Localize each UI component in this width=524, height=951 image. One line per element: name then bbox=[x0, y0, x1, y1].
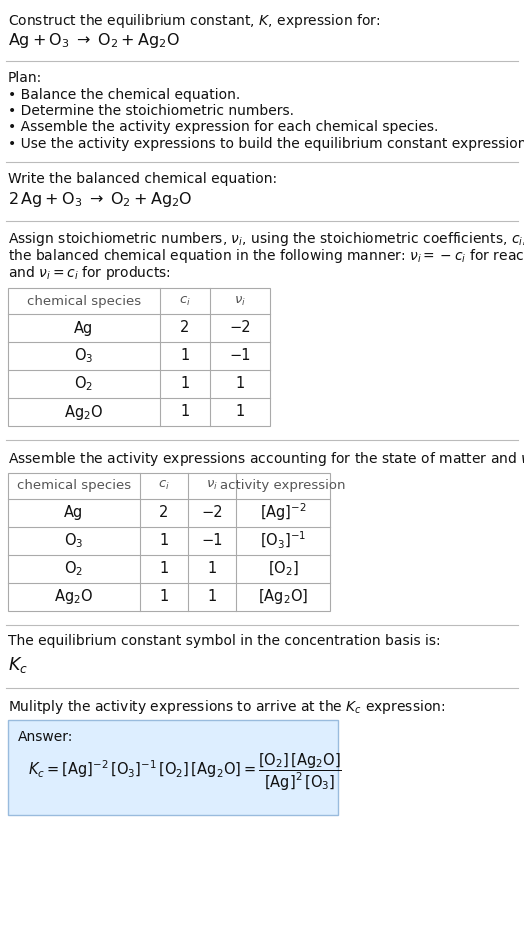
Text: 2: 2 bbox=[159, 505, 169, 520]
Text: $K_c$: $K_c$ bbox=[8, 655, 28, 675]
Bar bbox=[8, 288, 270, 426]
Text: 1: 1 bbox=[159, 589, 169, 604]
Text: 1: 1 bbox=[235, 377, 245, 392]
Text: chemical species: chemical species bbox=[17, 479, 131, 492]
Text: 1: 1 bbox=[180, 377, 190, 392]
Text: Write the balanced chemical equation:: Write the balanced chemical equation: bbox=[8, 171, 277, 185]
Text: O$_2$: O$_2$ bbox=[64, 559, 83, 578]
Text: the balanced chemical equation in the following manner: $\nu_i = -c_i$ for react: the balanced chemical equation in the fo… bbox=[8, 247, 524, 265]
Text: • Determine the stoichiometric numbers.: • Determine the stoichiometric numbers. bbox=[8, 104, 294, 118]
Text: −2: −2 bbox=[229, 320, 251, 336]
Text: [O$_3$]$^{-1}$: [O$_3$]$^{-1}$ bbox=[260, 530, 306, 551]
Text: Answer:: Answer: bbox=[18, 730, 73, 744]
Text: $c_i$: $c_i$ bbox=[158, 479, 170, 492]
Text: activity expression: activity expression bbox=[220, 479, 346, 492]
Text: • Balance the chemical equation.: • Balance the chemical equation. bbox=[8, 87, 240, 102]
Text: Assemble the activity expressions accounting for the state of matter and $\nu_i$: Assemble the activity expressions accoun… bbox=[8, 450, 524, 468]
Text: • Assemble the activity expression for each chemical species.: • Assemble the activity expression for e… bbox=[8, 121, 439, 134]
Text: $\nu_i$: $\nu_i$ bbox=[234, 295, 246, 307]
Text: [Ag]$^{-2}$: [Ag]$^{-2}$ bbox=[259, 501, 307, 523]
Text: 1: 1 bbox=[208, 589, 216, 604]
Text: and $\nu_i = c_i$ for products:: and $\nu_i = c_i$ for products: bbox=[8, 263, 171, 281]
Text: 1: 1 bbox=[235, 404, 245, 419]
Bar bbox=[8, 720, 338, 815]
Text: 1: 1 bbox=[180, 404, 190, 419]
Text: Mulitply the activity expressions to arrive at the $K_c$ expression:: Mulitply the activity expressions to arr… bbox=[8, 697, 445, 715]
Text: [Ag$_2$O]: [Ag$_2$O] bbox=[258, 587, 308, 606]
Text: O$_3$: O$_3$ bbox=[74, 347, 94, 365]
Text: Ag$_2$O: Ag$_2$O bbox=[54, 587, 94, 606]
Text: −1: −1 bbox=[230, 348, 251, 363]
Text: [O$_2$]: [O$_2$] bbox=[268, 559, 299, 577]
Text: $\mathrm{Ag} + \mathrm{O_3} \;\rightarrow\; \mathrm{O_2} + \mathrm{Ag_2O}$: $\mathrm{Ag} + \mathrm{O_3} \;\rightarro… bbox=[8, 30, 180, 49]
Text: O$_3$: O$_3$ bbox=[64, 532, 84, 550]
Text: O$_2$: O$_2$ bbox=[74, 375, 93, 394]
Text: 1: 1 bbox=[159, 533, 169, 548]
Text: $\nu_i$: $\nu_i$ bbox=[206, 479, 218, 492]
Text: Ag: Ag bbox=[74, 320, 94, 336]
Text: $c_i$: $c_i$ bbox=[179, 295, 191, 307]
Text: • Use the activity expressions to build the equilibrium constant expression.: • Use the activity expressions to build … bbox=[8, 137, 524, 151]
Text: Construct the equilibrium constant, $K$, expression for:: Construct the equilibrium constant, $K$,… bbox=[8, 12, 380, 30]
Text: Ag$_2$O: Ag$_2$O bbox=[64, 402, 104, 421]
Text: chemical species: chemical species bbox=[27, 295, 141, 307]
Text: Plan:: Plan: bbox=[8, 71, 42, 85]
Text: 2: 2 bbox=[180, 320, 190, 336]
Text: 1: 1 bbox=[159, 561, 169, 576]
Text: Assign stoichiometric numbers, $\nu_i$, using the stoichiometric coefficients, $: Assign stoichiometric numbers, $\nu_i$, … bbox=[8, 230, 524, 248]
Text: $\mathrm{2\,Ag + O_3 \;\rightarrow\; O_2 + Ag_2O}$: $\mathrm{2\,Ag + O_3 \;\rightarrow\; O_2… bbox=[8, 190, 193, 209]
Text: The equilibrium constant symbol in the concentration basis is:: The equilibrium constant symbol in the c… bbox=[8, 634, 441, 649]
Text: 1: 1 bbox=[208, 561, 216, 576]
Text: 1: 1 bbox=[180, 348, 190, 363]
Text: $K_c = [\mathrm{Ag}]^{-2}\,[\mathrm{O_3}]^{-1}\,[\mathrm{O_2}]\,[\mathrm{Ag_2O}]: $K_c = [\mathrm{Ag}]^{-2}\,[\mathrm{O_3}… bbox=[28, 751, 342, 792]
Text: −1: −1 bbox=[201, 533, 223, 548]
Text: −2: −2 bbox=[201, 505, 223, 520]
Bar bbox=[8, 473, 330, 611]
Text: Ag: Ag bbox=[64, 505, 84, 520]
